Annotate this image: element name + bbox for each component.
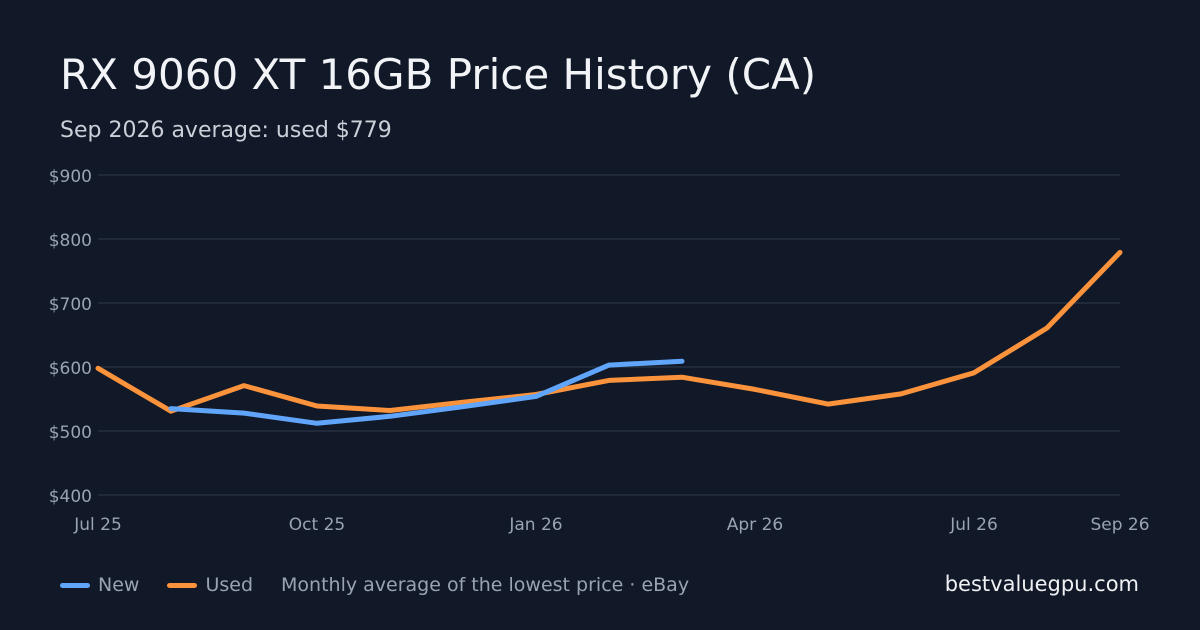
y-tick-label: $600	[49, 359, 92, 379]
legend-swatch-used	[167, 582, 198, 588]
chart-title: RX 9060 XT 16GB Price History (CA)	[60, 50, 817, 99]
grid-lines	[98, 174, 1120, 496]
legend-swatch-new	[60, 582, 90, 588]
x-tick-label: Jan 26	[508, 515, 562, 535]
series-line-new	[168, 358, 685, 426]
y-tick-label: $800	[49, 231, 92, 251]
legend-item-used[interactable]: Used	[167, 574, 253, 596]
x-tick-label: Oct 25	[289, 515, 345, 535]
x-tick-label: Apr 26	[727, 515, 783, 535]
chart-subtitle: Sep 2026 average: used $779	[60, 118, 392, 143]
y-tick-label: $900	[49, 167, 92, 187]
legend-source-note: Monthly average of the lowest price · eB…	[281, 574, 690, 596]
y-tick-label: $400	[49, 487, 92, 507]
x-tick-label: Jul 26	[949, 515, 998, 535]
y-axis-ticks: $400 $500 $600 $700 $800 $900	[49, 167, 92, 507]
legend-label-used: Used	[205, 574, 254, 596]
series-lines	[95, 249, 1123, 426]
x-tick-label: Jul 25	[73, 515, 122, 535]
y-tick-label: $700	[49, 295, 92, 315]
brand-link[interactable]: bestvaluegpu.com	[944, 572, 1139, 596]
y-tick-label: $500	[49, 423, 92, 443]
legend: New Used Monthly average of the lowest p…	[60, 574, 689, 596]
x-axis-ticks: Jul 25 Oct 25 Jan 26 Apr 26 Jul 26 Sep 26	[73, 515, 1149, 535]
legend-label-new: New	[98, 574, 140, 596]
x-tick-label: Sep 26	[1090, 515, 1149, 535]
legend-item-new[interactable]: New	[60, 574, 139, 596]
series-line-used	[95, 249, 1123, 414]
